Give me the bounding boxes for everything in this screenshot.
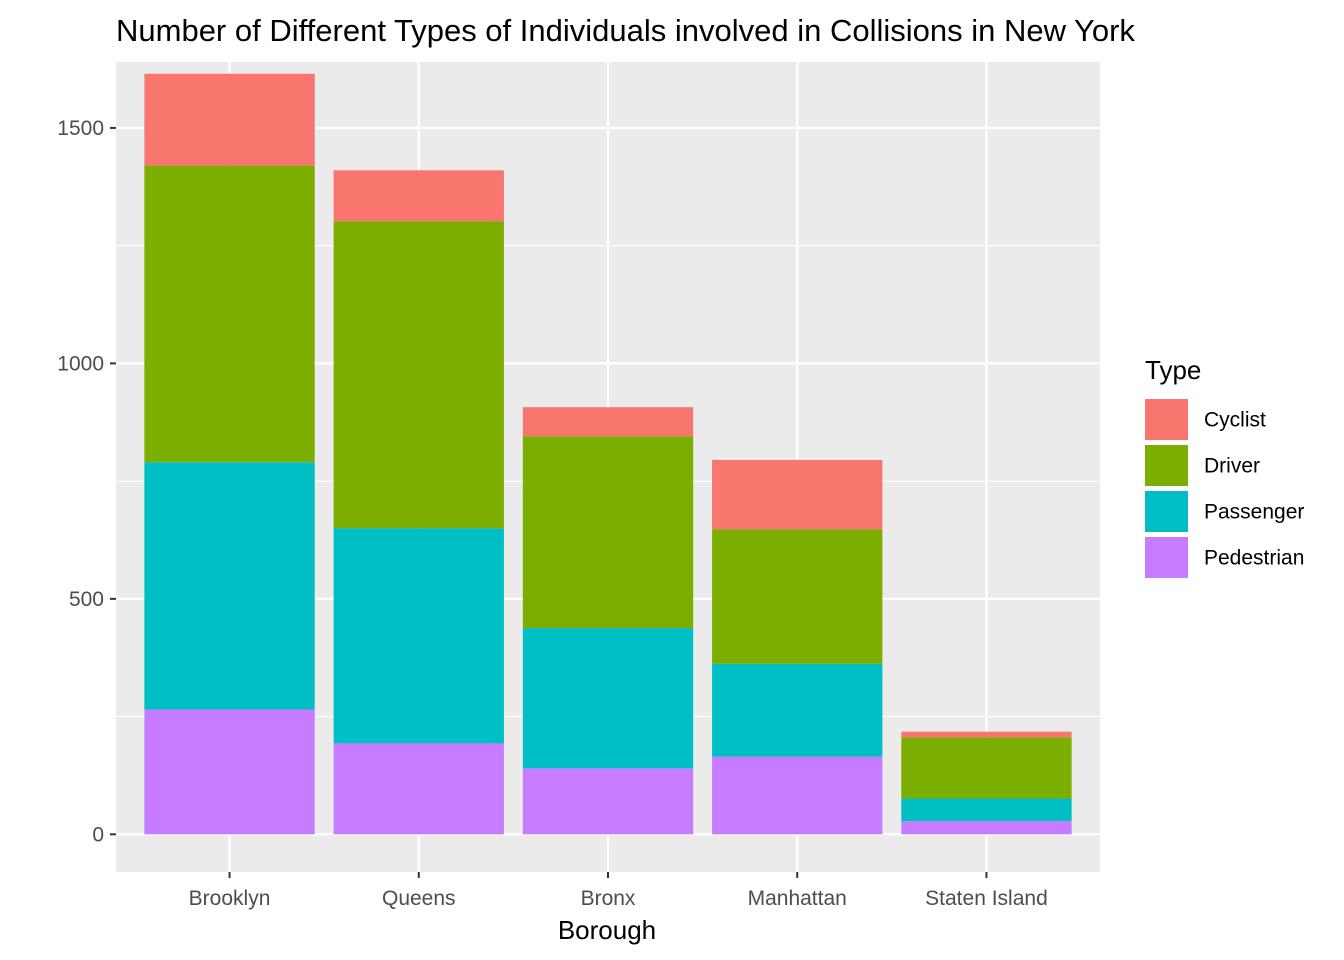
y-axis: 0 500 1000 1500 bbox=[57, 117, 116, 846]
bar-segment-pedestrian-manhattan bbox=[712, 756, 883, 835]
chart-title: Number of Different Types of Individuals… bbox=[116, 13, 1135, 48]
legend-key-passenger bbox=[1145, 491, 1188, 532]
bar-segment-cyclist-queens bbox=[333, 170, 504, 222]
bar-segment-pedestrian-bronx bbox=[522, 768, 694, 835]
bar-segment-passenger-brooklyn bbox=[144, 462, 315, 710]
x-tick-label: Staten Island bbox=[925, 887, 1048, 910]
legend-label-driver: Driver bbox=[1204, 455, 1260, 478]
legend: Type Cyclist Driver Passenger Pedestrian bbox=[1145, 355, 1304, 578]
y-tick-label: 1500 bbox=[57, 117, 104, 140]
x-tick-label: Brooklyn bbox=[189, 887, 271, 910]
bar-segment-passenger-staten-island bbox=[901, 798, 1072, 822]
x-tick-label: Manhattan bbox=[748, 887, 847, 910]
bar-segment-pedestrian-staten-island bbox=[901, 821, 1072, 835]
y-tick-label: 1000 bbox=[57, 352, 104, 375]
bar-segment-passenger-manhattan bbox=[712, 663, 883, 757]
bar-segment-driver-queens bbox=[333, 221, 504, 529]
legend-key-pedestrian bbox=[1145, 537, 1188, 578]
y-tick-label: 500 bbox=[69, 588, 104, 611]
y-tick-label: 0 bbox=[92, 823, 104, 846]
bar-segment-driver-staten-island bbox=[901, 737, 1072, 799]
x-axis: Brooklyn Queens Bronx Manhattan Staten Islan… bbox=[189, 872, 1048, 910]
bar-segment-pedestrian-queens bbox=[333, 743, 504, 835]
x-tick-label: Bronx bbox=[581, 887, 636, 910]
legend-key-driver bbox=[1145, 445, 1188, 486]
legend-label-pedestrian: Pedestrian bbox=[1204, 547, 1304, 570]
bar-segment-cyclist-bronx bbox=[522, 407, 694, 437]
bar-segment-cyclist-manhattan bbox=[712, 459, 883, 530]
bar-segment-passenger-bronx bbox=[522, 628, 694, 769]
bar-segment-cyclist-staten-island bbox=[901, 731, 1072, 738]
legend-title: Type bbox=[1145, 355, 1201, 385]
legend-label-cyclist: Cyclist bbox=[1204, 409, 1266, 432]
bar-segment-driver-brooklyn bbox=[144, 165, 315, 463]
bar-segment-driver-manhattan bbox=[712, 529, 883, 664]
bars bbox=[144, 73, 1072, 835]
legend-key-cyclist bbox=[1145, 399, 1188, 440]
x-tick-label: Queens bbox=[382, 887, 456, 910]
bar-segment-cyclist-brooklyn bbox=[144, 73, 315, 166]
bar-segment-pedestrian-brooklyn bbox=[144, 709, 315, 835]
bar-segment-driver-bronx bbox=[522, 436, 694, 629]
legend-label-passenger: Passenger bbox=[1204, 501, 1304, 524]
x-axis-title: Borough bbox=[558, 915, 656, 945]
bar-segment-passenger-queens bbox=[333, 528, 504, 744]
